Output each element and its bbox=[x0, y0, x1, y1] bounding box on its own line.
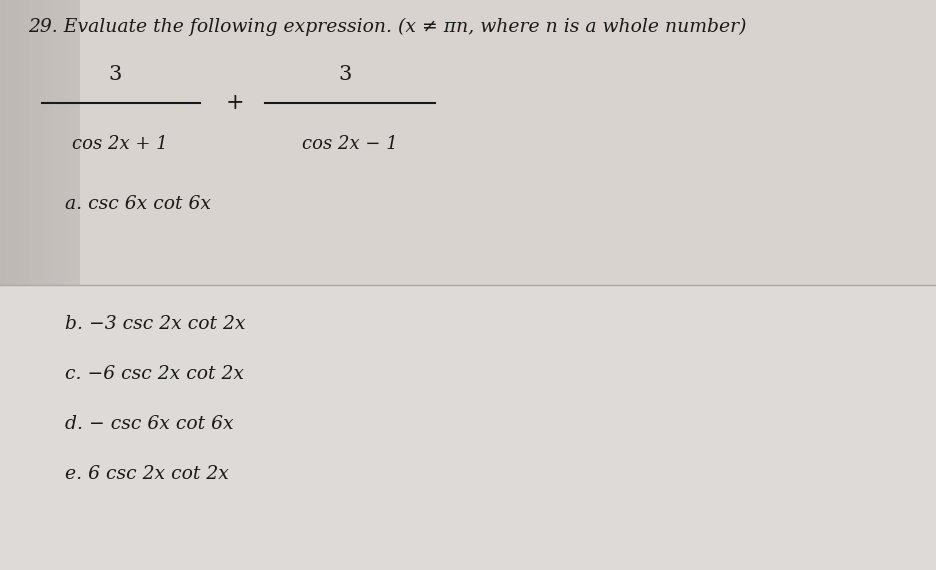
Bar bbox=[41, 0, 42, 285]
Bar bbox=[33, 0, 34, 285]
Bar bbox=[6, 0, 7, 285]
Bar bbox=[40, 0, 41, 285]
Bar bbox=[48, 0, 49, 285]
Bar bbox=[70, 0, 71, 285]
Bar bbox=[63, 0, 64, 285]
Bar bbox=[54, 0, 55, 285]
Bar bbox=[55, 0, 56, 285]
Bar bbox=[11, 0, 12, 285]
Bar bbox=[5, 0, 6, 285]
Text: +: + bbox=[226, 92, 244, 114]
Bar bbox=[21, 0, 22, 285]
Bar bbox=[74, 0, 75, 285]
Bar bbox=[45, 0, 46, 285]
Bar bbox=[20, 0, 21, 285]
Bar bbox=[37, 0, 38, 285]
Text: 3: 3 bbox=[338, 66, 352, 84]
Bar bbox=[32, 0, 33, 285]
Bar bbox=[61, 0, 62, 285]
Bar bbox=[14, 0, 15, 285]
Text: cos 2x − 1: cos 2x − 1 bbox=[302, 135, 398, 153]
Bar bbox=[24, 0, 25, 285]
Bar bbox=[50, 0, 51, 285]
Bar bbox=[9, 0, 10, 285]
Bar bbox=[49, 0, 50, 285]
Bar bbox=[30, 0, 31, 285]
Bar bbox=[44, 0, 45, 285]
Bar bbox=[22, 0, 23, 285]
Bar bbox=[60, 0, 61, 285]
Bar bbox=[13, 0, 14, 285]
Bar bbox=[57, 0, 58, 285]
Bar bbox=[46, 0, 47, 285]
Bar bbox=[76, 0, 77, 285]
Bar bbox=[25, 0, 26, 285]
Bar bbox=[51, 0, 52, 285]
Bar bbox=[15, 0, 16, 285]
Bar bbox=[43, 0, 44, 285]
Bar bbox=[18, 0, 19, 285]
Bar bbox=[0, 285, 936, 570]
Bar bbox=[80, 0, 936, 285]
Bar bbox=[66, 0, 67, 285]
Text: a. csc 6x cot 6x: a. csc 6x cot 6x bbox=[65, 195, 211, 213]
Text: cos 2x + 1: cos 2x + 1 bbox=[72, 135, 168, 153]
Text: d. − csc 6x cot 6x: d. − csc 6x cot 6x bbox=[65, 415, 234, 433]
Bar bbox=[19, 0, 20, 285]
Bar bbox=[78, 0, 79, 285]
Bar bbox=[8, 0, 9, 285]
Bar bbox=[64, 0, 65, 285]
Bar bbox=[42, 0, 43, 285]
Bar bbox=[2, 0, 3, 285]
Bar bbox=[59, 0, 60, 285]
Bar bbox=[4, 0, 5, 285]
Bar bbox=[3, 0, 4, 285]
Bar bbox=[69, 0, 70, 285]
Bar bbox=[73, 0, 74, 285]
Bar bbox=[62, 0, 63, 285]
Bar bbox=[39, 0, 40, 285]
Bar bbox=[77, 0, 78, 285]
Bar bbox=[10, 0, 11, 285]
Bar bbox=[29, 0, 30, 285]
Bar bbox=[27, 0, 28, 285]
Bar bbox=[28, 0, 29, 285]
Bar bbox=[12, 0, 13, 285]
Bar bbox=[52, 0, 53, 285]
Text: 29. Evaluate the following expression. (x ≠ πn, where n is a whole number): 29. Evaluate the following expression. (… bbox=[28, 18, 747, 36]
Bar bbox=[36, 0, 37, 285]
Bar bbox=[79, 0, 80, 285]
Text: 3: 3 bbox=[109, 66, 122, 84]
Bar bbox=[23, 0, 24, 285]
Bar bbox=[67, 0, 68, 285]
Bar bbox=[34, 0, 35, 285]
Bar bbox=[16, 0, 17, 285]
Text: c. −6 csc 2x cot 2x: c. −6 csc 2x cot 2x bbox=[65, 365, 244, 383]
Bar bbox=[65, 0, 66, 285]
Bar bbox=[1, 0, 2, 285]
Bar bbox=[17, 0, 18, 285]
Bar bbox=[72, 0, 73, 285]
Text: e. 6 csc 2x cot 2x: e. 6 csc 2x cot 2x bbox=[65, 465, 229, 483]
Bar bbox=[71, 0, 72, 285]
Bar bbox=[47, 0, 48, 285]
Bar bbox=[68, 0, 69, 285]
Bar bbox=[0, 0, 1, 285]
Bar bbox=[75, 0, 76, 285]
Bar bbox=[35, 0, 36, 285]
Bar bbox=[58, 0, 59, 285]
Bar bbox=[26, 0, 27, 285]
Bar bbox=[38, 0, 39, 285]
Bar bbox=[0, 0, 936, 285]
Bar bbox=[53, 0, 54, 285]
Bar bbox=[56, 0, 57, 285]
Bar bbox=[7, 0, 8, 285]
Text: b. −3 csc 2x cot 2x: b. −3 csc 2x cot 2x bbox=[65, 315, 245, 333]
Bar bbox=[31, 0, 32, 285]
